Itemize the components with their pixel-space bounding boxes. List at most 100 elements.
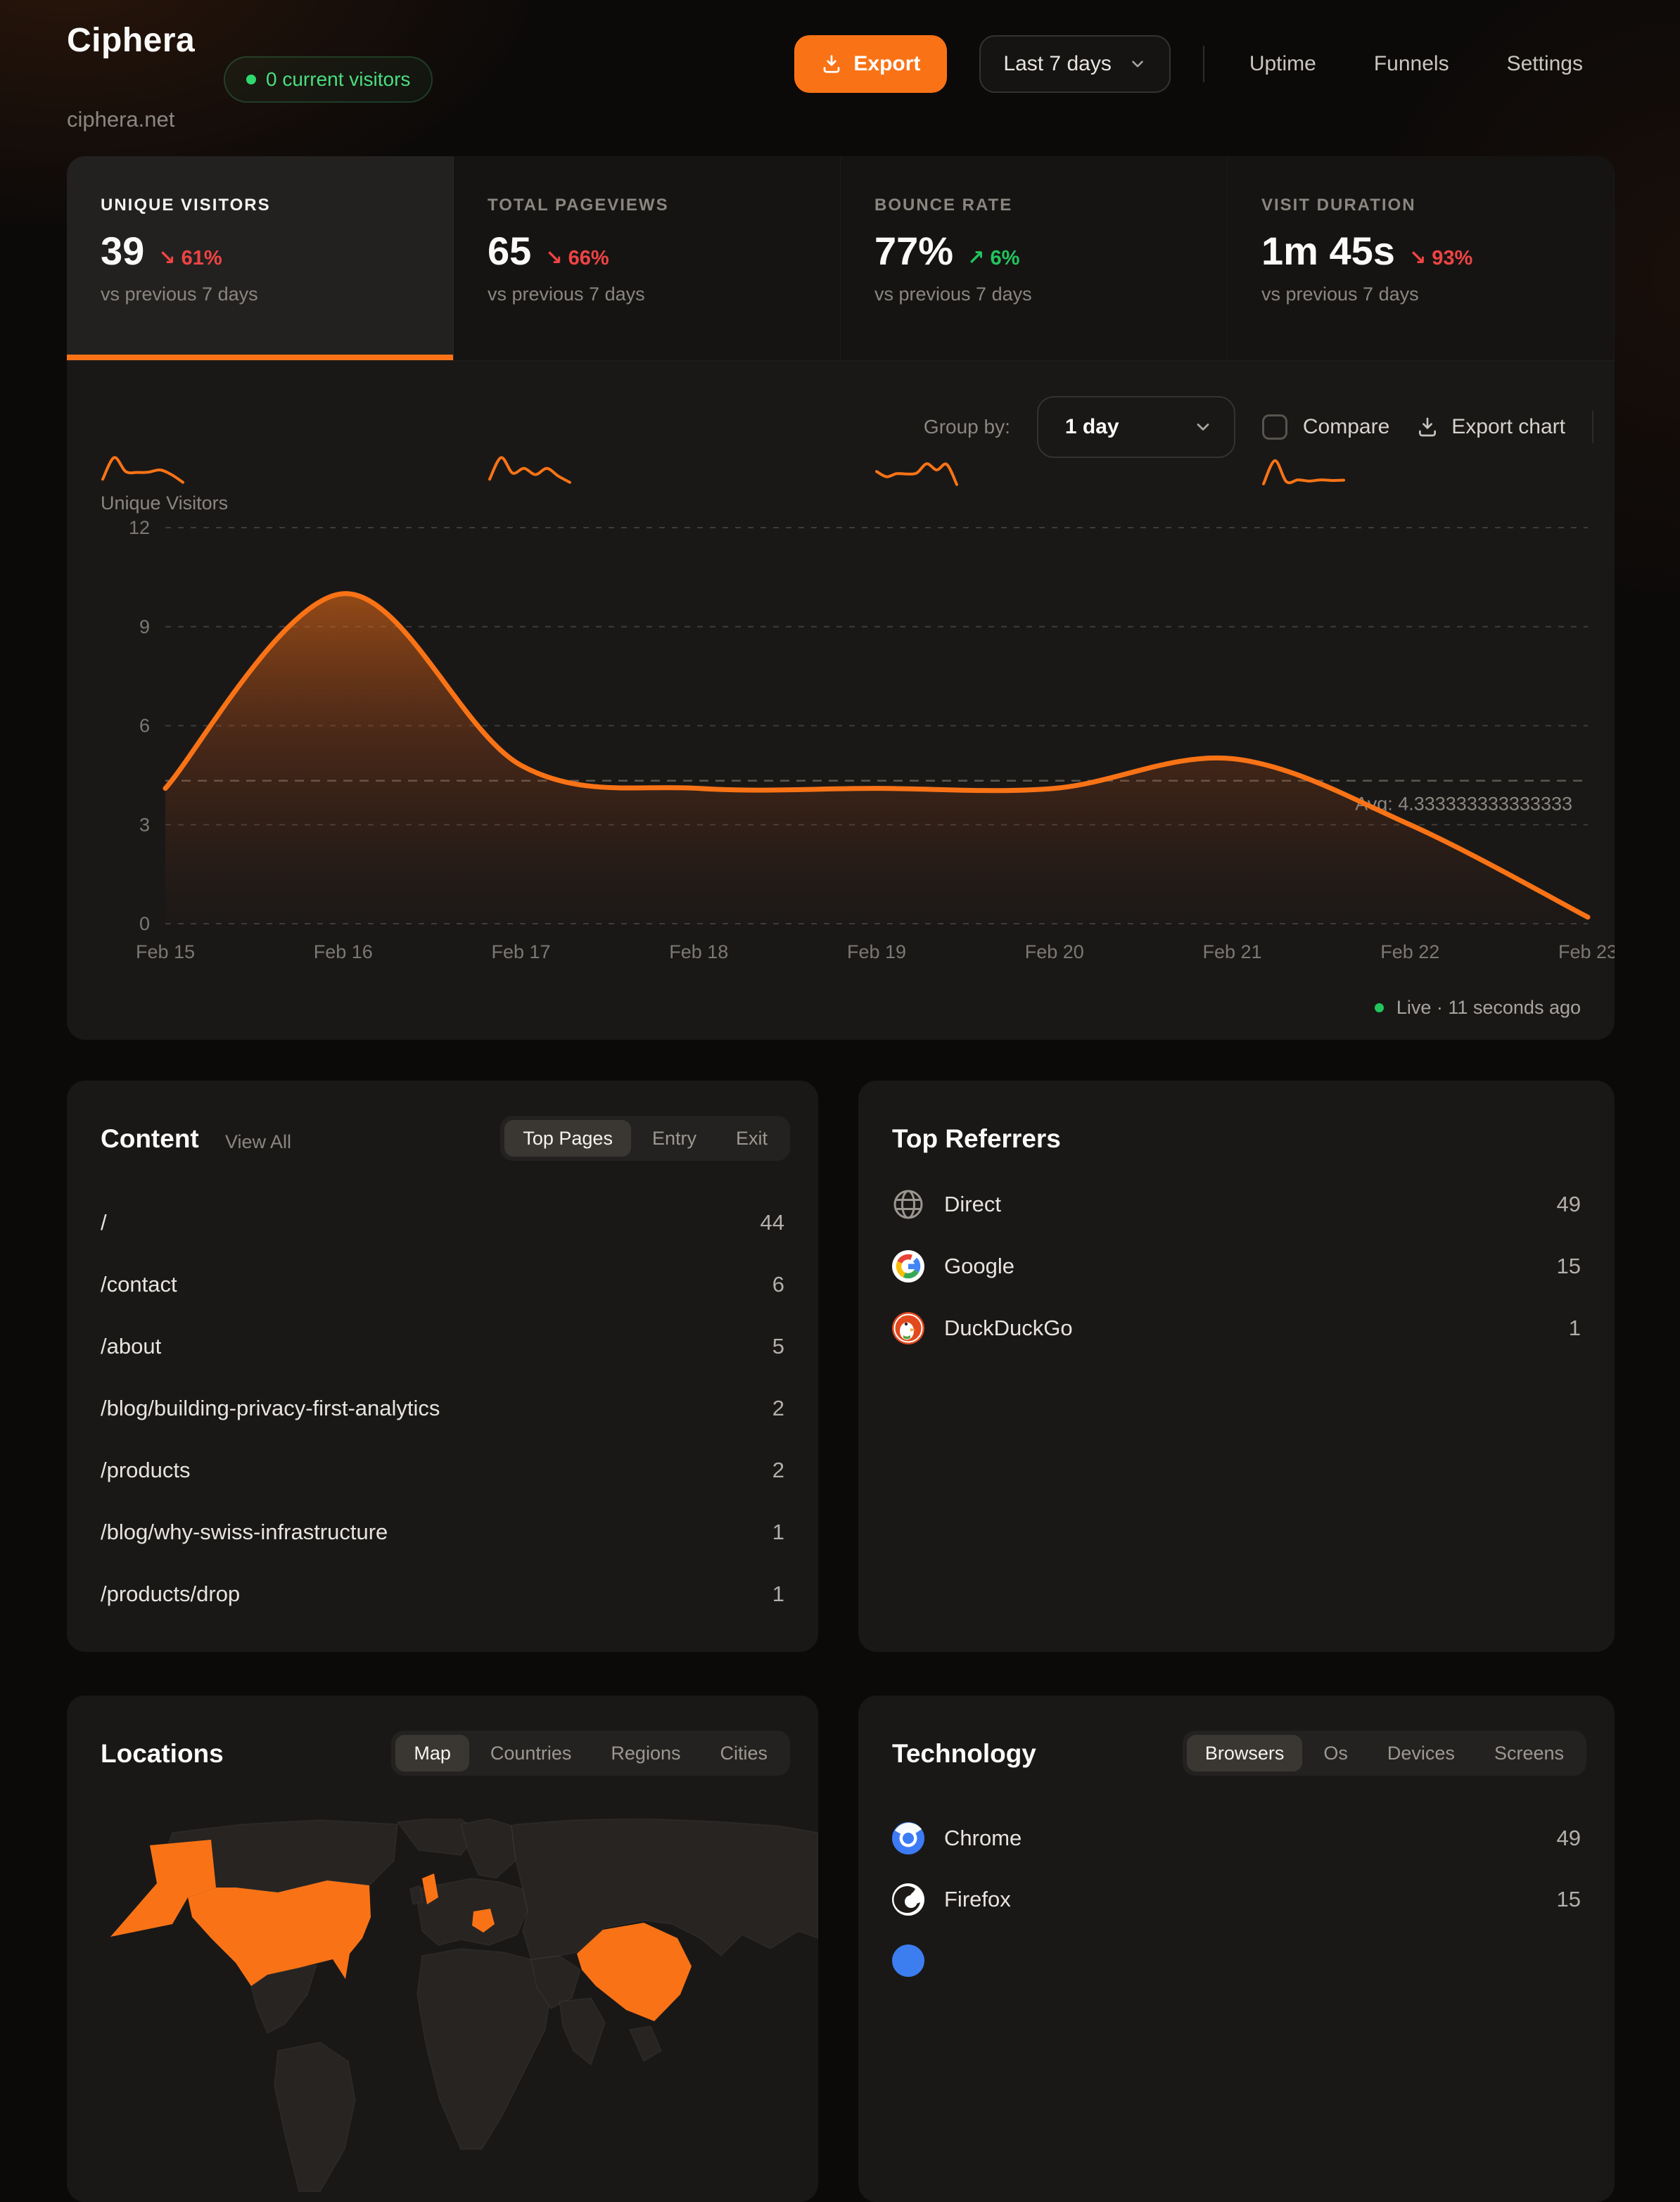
svg-text:Feb 18: Feb 18 xyxy=(669,941,728,962)
technology-card-title: Technology xyxy=(892,1739,1036,1768)
browser-row-chrome[interactable]: Chrome 49 xyxy=(892,1807,1581,1869)
tab-map[interactable]: Map xyxy=(395,1735,469,1771)
row-label: /blog/building-privacy-first-analytics xyxy=(101,1396,440,1420)
view-all-link[interactable]: View All xyxy=(225,1131,292,1152)
stat-delta: ↘ 66% xyxy=(545,247,609,269)
svg-text:Avg: 4.333333333333333: Avg: 4.333333333333333 xyxy=(1355,794,1572,815)
row-label: DuckDuckGo xyxy=(944,1316,1073,1340)
tab-os[interactable]: Os xyxy=(1323,1742,1348,1764)
tab-regions[interactable]: Regions xyxy=(611,1742,681,1764)
page-row-blog-building-privacy-first-analytics[interactable]: /blog/building-privacy-first-analytics 2 xyxy=(101,1377,784,1439)
nav-item-uptime[interactable]: Uptime xyxy=(1249,52,1316,75)
page-row-products[interactable]: /products 2 xyxy=(101,1439,784,1501)
row-count: 49 xyxy=(1556,1825,1581,1850)
stat-label: BOUNCE RATE xyxy=(874,196,1013,215)
stat-delta: ↘ 93% xyxy=(1408,247,1473,269)
referrers-card: Top Referrers Direct 49 Google 15 DuckDuckGo… xyxy=(858,1081,1615,1652)
tab-browsers[interactable]: Browsers xyxy=(1186,1735,1303,1771)
svg-text:9: 9 xyxy=(139,616,150,637)
site-name: Ciphera xyxy=(67,22,196,59)
row-label: Google xyxy=(944,1254,1014,1278)
tab-screens[interactable]: Screens xyxy=(1494,1742,1564,1764)
download-icon xyxy=(824,55,840,73)
svg-text:Feb 17: Feb 17 xyxy=(491,941,550,962)
tab-cities[interactable]: Cities xyxy=(720,1742,768,1764)
referrers-card-title: Top Referrers xyxy=(892,1124,1061,1153)
live-visitors-dot-icon xyxy=(246,75,256,84)
current-visitors-badge: 0 current visitors xyxy=(224,56,433,103)
content-rows: / 44/contact 6/about 5/blog/building-privac… xyxy=(101,1192,784,1625)
compare-toggle[interactable]: Compare xyxy=(1261,414,1390,440)
page-row-blog-why-swiss-infrastructure[interactable]: /blog/why-swiss-infrastructure 1 xyxy=(101,1501,784,1563)
stat-sparkline xyxy=(875,462,958,486)
row-count: 15 xyxy=(1556,1886,1581,1911)
download-icon xyxy=(1419,417,1437,437)
group-by-label: Group by: xyxy=(923,416,1010,438)
stat-delta: ↗ 6% xyxy=(967,247,1020,269)
export-button[interactable]: Export xyxy=(794,35,948,93)
export-chart-button[interactable]: Export chart xyxy=(1416,415,1565,439)
stat-tile-unique-visitors[interactable]: UNIQUE VISITORS 39 ↘ 61% vs previous 7 days xyxy=(67,156,454,484)
nav-item-funnels[interactable]: Funnels xyxy=(1373,52,1449,75)
stat-delta: ↘ 61% xyxy=(158,247,222,269)
browser-row-firefox[interactable]: Firefox 15 xyxy=(892,1869,1581,1930)
row-count: 2 xyxy=(772,1396,784,1420)
locations-card: Locations Map Countries Regions Cities xyxy=(67,1695,818,2202)
tab-countries[interactable]: Countries xyxy=(490,1742,572,1764)
svg-text:6: 6 xyxy=(139,715,150,737)
stat-compare-caption: vs previous 7 days xyxy=(1261,284,1419,305)
technology-rows: Chrome 49 Firefox 15 xyxy=(892,1807,1581,1930)
referrer-row-google[interactable]: Google 15 xyxy=(892,1235,1581,1297)
stat-tile-total-pageviews[interactable]: TOTAL PAGEVIEWS 65 ↘ 66% vs previous 7 days xyxy=(454,156,841,484)
row-count: 2 xyxy=(772,1458,784,1482)
content-card-title: Content xyxy=(101,1124,199,1153)
page-row-about[interactable]: /about 5 xyxy=(101,1316,784,1377)
page-row-products-drop[interactable]: /products/drop 1 xyxy=(101,1563,784,1625)
locations-tabs: Map Countries Regions Cities xyxy=(391,1731,790,1776)
row-label: /products/drop xyxy=(101,1582,241,1606)
tab-devices[interactable]: Devices xyxy=(1387,1742,1455,1764)
date-range-dropdown[interactable]: Last 7 days xyxy=(979,35,1171,93)
row-label: Chrome xyxy=(944,1825,1022,1850)
visitors-area-chart: Unique Visitors 0 3 6 9 12 Feb 15 Feb 16 Feb 17 F… xyxy=(101,492,1615,962)
controls-divider xyxy=(1592,411,1593,443)
google-icon xyxy=(892,1250,924,1283)
globe-icon xyxy=(892,1188,924,1221)
referrer-row-direct[interactable]: Direct 49 xyxy=(892,1173,1581,1235)
row-label: Firefox xyxy=(944,1886,1011,1911)
group-by-dropdown[interactable]: 1 day xyxy=(1036,396,1235,458)
stat-tile-bounce-rate[interactable]: BOUNCE RATE 77% ↗ 6% vs previous 7 days xyxy=(841,156,1228,486)
compare-label: Compare xyxy=(1302,415,1390,438)
row-count: 1 xyxy=(772,1582,784,1606)
world-map[interactable] xyxy=(67,1815,818,2198)
stat-label: TOTAL PAGEVIEWS xyxy=(488,196,669,215)
row-label: /contact xyxy=(101,1272,177,1297)
stat-compare-caption: vs previous 7 days xyxy=(874,284,1032,305)
nav-item-settings[interactable]: Settings xyxy=(1506,52,1583,75)
compare-checkbox[interactable] xyxy=(1261,414,1287,440)
stat-label: UNIQUE VISITORS xyxy=(101,196,271,215)
row-count: 5 xyxy=(772,1334,784,1358)
current-visitors-label: 0 current visitors xyxy=(266,68,411,90)
content-tabs: Top Pages Entry Exit xyxy=(500,1116,790,1161)
page-row-[interactable]: / 44 xyxy=(101,1192,784,1254)
stat-tile-visit-duration[interactable]: VISIT DURATION 1m 45s ↘ 93% vs previous 7 d… xyxy=(1228,156,1615,485)
tab-entry[interactable]: Entry xyxy=(651,1127,696,1149)
stat-value: 1m 45s xyxy=(1261,229,1395,273)
stats-row: UNIQUE VISITORS 39 ↘ 61% vs previous 7 days… xyxy=(67,156,1615,486)
technology-card: Technology Browsers Os Devices Screens Chro… xyxy=(858,1695,1615,2202)
svg-text:Feb 19: Feb 19 xyxy=(847,941,906,962)
header-divider xyxy=(1202,46,1204,82)
row-count: 44 xyxy=(760,1210,784,1235)
stat-sparkline xyxy=(101,456,184,484)
page-row-contact[interactable]: /contact 6 xyxy=(101,1254,784,1316)
referrer-row-duckduckgo[interactable]: DuckDuckGo 1 xyxy=(892,1297,1581,1359)
svg-text:Feb 23: Feb 23 xyxy=(1558,941,1615,962)
row-label: /blog/why-swiss-infrastructure xyxy=(101,1520,388,1544)
row-label: /about xyxy=(101,1334,162,1358)
tab-top-pages[interactable]: Top Pages xyxy=(504,1120,631,1157)
tab-exit[interactable]: Exit xyxy=(735,1127,768,1149)
browser-icon-partial xyxy=(892,1945,924,1977)
row-label: /products xyxy=(101,1458,191,1482)
duckduckgo-icon xyxy=(892,1312,924,1344)
